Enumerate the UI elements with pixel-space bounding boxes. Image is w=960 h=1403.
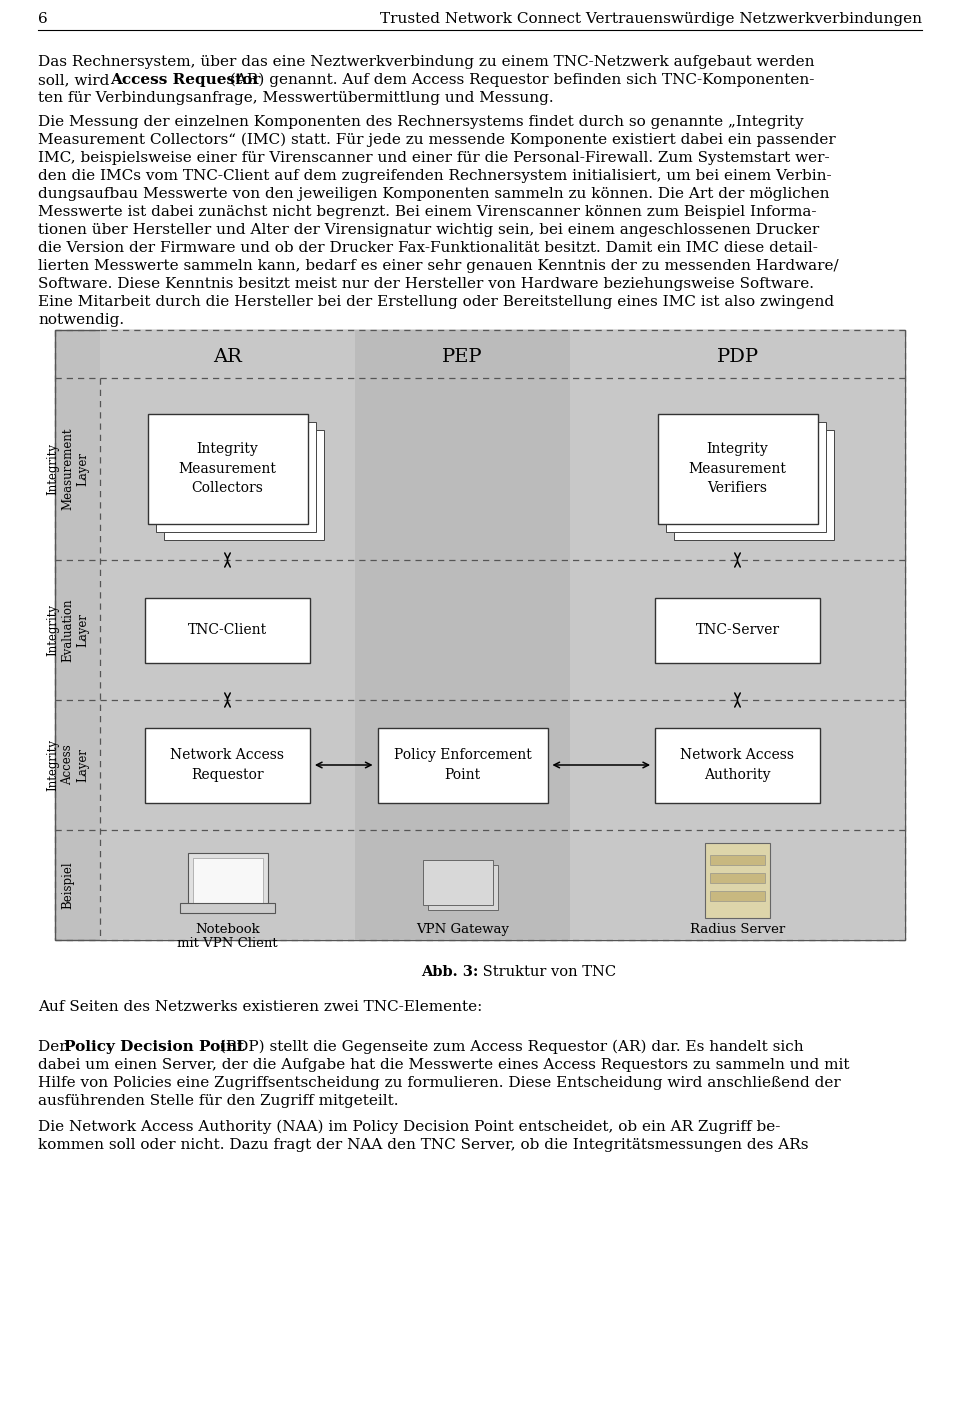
Bar — [156, 422, 316, 532]
Text: Struktur von TNC: Struktur von TNC — [478, 965, 616, 979]
Text: 6: 6 — [38, 13, 48, 27]
Text: den die IMCs vom TNC-Client auf dem zugreifenden Rechnersystem initialisiert, um: den die IMCs vom TNC-Client auf dem zugr… — [38, 168, 831, 182]
Text: Access Requestor: Access Requestor — [110, 73, 261, 87]
Bar — [55, 330, 905, 940]
Text: Integrity
Measurement
Layer: Integrity Measurement Layer — [46, 428, 89, 511]
Text: PDP: PDP — [716, 348, 758, 366]
Bar — [655, 728, 820, 803]
Text: ausführenden Stelle für den Zugriff mitgeteilt.: ausführenden Stelle für den Zugriff mitg… — [38, 1094, 398, 1108]
Text: Software. Diese Kenntnis besitzt meist nur der Hersteller von Hardware beziehung: Software. Diese Kenntnis besitzt meist n… — [38, 276, 814, 290]
Text: VPN Gateway: VPN Gateway — [416, 923, 509, 936]
Text: dungsaufbau Messwerte von den jeweiligen Komponenten sammeln zu können. Die Art : dungsaufbau Messwerte von den jeweiligen… — [38, 187, 829, 201]
Text: Auf Seiten des Netzwerks existieren zwei TNC-Elemente:: Auf Seiten des Netzwerks existieren zwei… — [38, 1000, 482, 1014]
Text: Integrity
Evaluation
Layer: Integrity Evaluation Layer — [46, 598, 89, 662]
Text: Integrity
Measurement
Verifiers: Integrity Measurement Verifiers — [688, 442, 786, 495]
Bar — [710, 854, 765, 864]
Text: mit VPN Client: mit VPN Client — [178, 937, 277, 950]
Text: Measurement Collectors“ (IMC) statt. Für jede zu messende Komponente existiert d: Measurement Collectors“ (IMC) statt. Für… — [38, 133, 836, 147]
Text: Policy Decision Point: Policy Decision Point — [64, 1040, 245, 1054]
Text: Network Access
Requestor: Network Access Requestor — [171, 748, 284, 781]
Text: (AR) genannt. Auf dem Access Requestor befinden sich TNC-Komponenten-: (AR) genannt. Auf dem Access Requestor b… — [225, 73, 814, 87]
Text: notwendig.: notwendig. — [38, 313, 124, 327]
Text: Beispiel: Beispiel — [61, 861, 75, 909]
Text: Abb. 3:: Abb. 3: — [420, 965, 478, 979]
Bar — [377, 728, 547, 803]
Text: kommen soll oder nicht. Dazu fragt der NAA den TNC Server, ob die Integritätsmes: kommen soll oder nicht. Dazu fragt der N… — [38, 1138, 808, 1152]
Bar — [710, 891, 765, 901]
Text: IMC, beispielsweise einer für Virenscanner und einer für die Personal-Firewall. : IMC, beispielsweise einer für Virenscann… — [38, 152, 829, 166]
Bar — [180, 902, 275, 912]
Bar — [710, 873, 765, 882]
Bar — [193, 857, 262, 902]
Text: ten für Verbindungsanfrage, Messwertübermittlung und Messung.: ten für Verbindungsanfrage, Messwertüber… — [38, 91, 554, 105]
Polygon shape — [433, 870, 502, 915]
Bar — [658, 414, 818, 523]
Bar — [655, 598, 820, 662]
Text: Eine Mitarbeit durch die Hersteller bei der Erstellung oder Bereitstellung eines: Eine Mitarbeit durch die Hersteller bei … — [38, 295, 834, 309]
Text: Die Network Access Authority (NAA) im Policy Decision Point entscheidet, ob ein : Die Network Access Authority (NAA) im Po… — [38, 1120, 780, 1135]
Text: lierten Messwerte sammeln kann, bedarf es einer sehr genauen Kenntnis der zu mes: lierten Messwerte sammeln kann, bedarf e… — [38, 260, 839, 274]
Bar — [100, 330, 355, 940]
Bar — [674, 429, 833, 540]
Text: TNC-Server: TNC-Server — [695, 623, 780, 637]
Bar — [705, 842, 770, 918]
Text: Trusted Network Connect Vertrauenswürdige Netzwerkverbindungen: Trusted Network Connect Vertrauenswürdig… — [380, 13, 922, 27]
Text: Messwerte ist dabei zunächst nicht begrenzt. Bei einem Virenscanner können zum B: Messwerte ist dabei zunächst nicht begre… — [38, 205, 817, 219]
Text: dabei um einen Server, der die Aufgabe hat die Messwerte eines Access Requestors: dabei um einen Server, der die Aufgabe h… — [38, 1058, 850, 1072]
Text: tionen über Hersteller und Alter der Virensignatur wichtig sein, bei einem anges: tionen über Hersteller und Alter der Vir… — [38, 223, 819, 237]
Text: Die Messung der einzelnen Komponenten des Rechnersystems findet durch so genannt: Die Messung der einzelnen Komponenten de… — [38, 115, 804, 129]
Bar — [163, 429, 324, 540]
Text: Hilfe von Policies eine Zugriffsentscheidung zu formulieren. Diese Entscheidung : Hilfe von Policies eine Zugriffsentschei… — [38, 1076, 841, 1090]
Text: Integrity
Measurement
Collectors: Integrity Measurement Collectors — [179, 442, 276, 495]
Text: TNC-Client: TNC-Client — [188, 623, 267, 637]
Text: Radius Server: Radius Server — [690, 923, 785, 936]
Text: Der: Der — [38, 1040, 71, 1054]
Text: Das Rechnersystem, über das eine Neztwerkverbindung zu einem TNC-Netzwerk aufgeb: Das Rechnersystem, über das eine Neztwer… — [38, 55, 814, 69]
Bar — [148, 414, 307, 523]
Polygon shape — [422, 860, 492, 905]
Bar — [145, 598, 310, 662]
Text: Notebook: Notebook — [195, 923, 260, 936]
Bar — [570, 330, 905, 940]
Text: Integrity
Access
Layer: Integrity Access Layer — [46, 739, 89, 791]
Text: soll, wird: soll, wird — [38, 73, 114, 87]
Bar — [665, 422, 826, 532]
Text: Policy Enforcement
Point: Policy Enforcement Point — [394, 748, 532, 781]
Text: AR: AR — [213, 348, 242, 366]
Text: die Version der Firmware und ob der Drucker Fax-Funktionalität besitzt. Damit ei: die Version der Firmware und ob der Druc… — [38, 241, 818, 255]
Bar — [187, 853, 268, 908]
Bar — [145, 728, 310, 803]
Bar — [355, 330, 570, 940]
Polygon shape — [427, 866, 497, 911]
Text: PEP: PEP — [443, 348, 483, 366]
Text: Network Access
Authority: Network Access Authority — [681, 748, 795, 781]
Text: (PDP) stellt die Gegenseite zum Access Requestor (AR) dar. Es handelt sich: (PDP) stellt die Gegenseite zum Access R… — [214, 1040, 804, 1055]
